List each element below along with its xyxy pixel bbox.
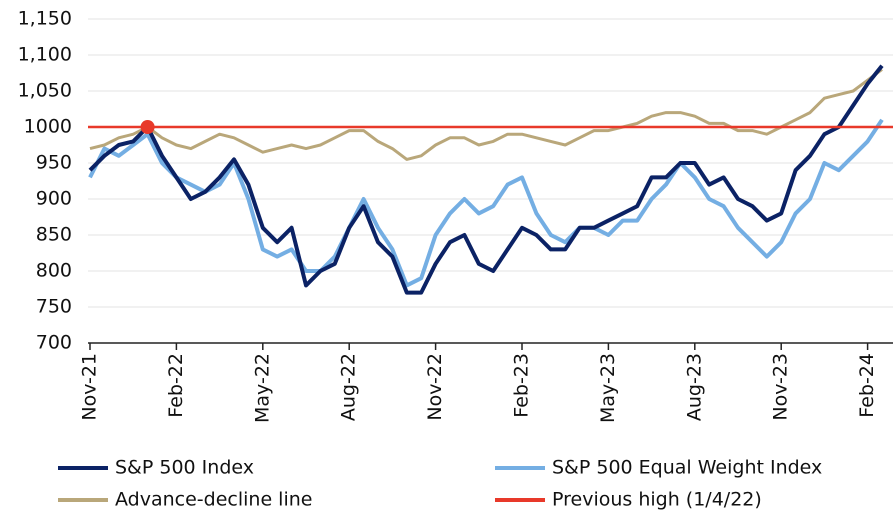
y-tick-label: 950	[36, 152, 72, 174]
legend-label: Advance-decline line	[115, 489, 312, 511]
x-tick-label: Nov-22	[424, 353, 446, 421]
y-tick-label: 800	[36, 260, 72, 282]
x-tick-label: Feb-24	[856, 353, 878, 418]
y-tick-label: 750	[36, 296, 72, 318]
series-line	[89, 68, 883, 161]
legend-label: S&P 500 Equal Weight Index	[552, 457, 822, 479]
x-tick-label: Feb-22	[165, 353, 187, 418]
x-tick-label: Nov-21	[79, 353, 101, 421]
y-tick-label: 850	[36, 224, 72, 246]
y-tick-label: 1,050	[18, 80, 72, 102]
y-tick-label: 1,100	[18, 44, 72, 66]
x-tick-label: Feb-23	[511, 353, 533, 418]
y-tick-label: 700	[36, 332, 72, 354]
x-tick-label: Aug-22	[338, 353, 360, 421]
x-tick-label: May-22	[251, 353, 273, 423]
y-tick-label: 1000	[24, 116, 72, 138]
x-tick-label: May-23	[597, 353, 619, 423]
y-tick-label: 1,150	[18, 8, 72, 30]
legend-label: S&P 500 Index	[115, 457, 254, 479]
x-tick-label: Aug-23	[683, 353, 705, 421]
y-tick-label: 900	[36, 188, 72, 210]
series-line	[88, 118, 884, 288]
series-line	[88, 64, 884, 295]
x-tick-label: Nov-23	[770, 353, 792, 421]
legend-label: Previous high (1/4/22)	[552, 489, 762, 511]
previous-high-marker	[140, 120, 155, 134]
